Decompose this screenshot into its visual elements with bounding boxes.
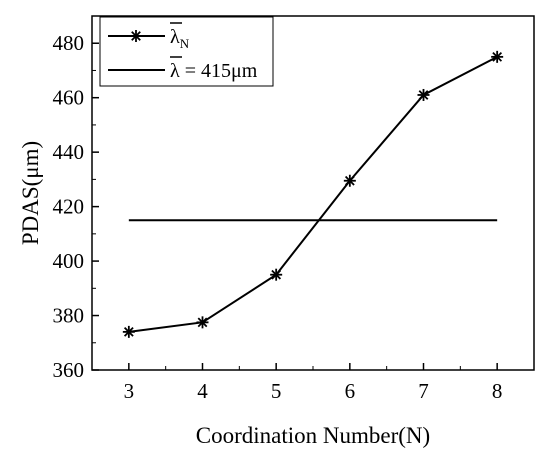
x-tick-label: 4	[197, 379, 208, 403]
x-tick-label: 6	[345, 379, 356, 403]
y-tick-label: 440	[53, 140, 85, 164]
data-point-marker	[196, 316, 209, 329]
x-axis-label: Coordination Number(N)	[196, 423, 430, 448]
legend-lambda-avg-symbol: λ	[170, 60, 180, 82]
legend-lambda-avg-value: = 415μm	[180, 60, 258, 82]
x-tick-label: 7	[418, 379, 429, 403]
legend-label-lambda-avg: λ = 415μm	[170, 60, 258, 82]
axis-ticks: 3 4 5 6 7 8 360 380 400 420 440 460 480	[53, 31, 503, 403]
y-tick-label: 380	[53, 304, 85, 328]
legend-asterisk	[130, 30, 142, 42]
data-point-marker	[491, 50, 504, 63]
y-tick-label: 480	[53, 31, 85, 55]
data-point-marker	[343, 174, 356, 187]
y-axis-label: PDAS(μm)	[18, 141, 43, 245]
data-point-marker	[122, 325, 135, 338]
series-markers	[122, 50, 504, 338]
x-tick-label: 5	[271, 379, 282, 403]
legend-marker-asterisk	[130, 30, 142, 42]
data-point-marker	[270, 268, 283, 281]
legend-box	[99, 16, 274, 87]
y-tick-label: 460	[53, 86, 85, 110]
legend-label-lambda-n: λN	[170, 26, 190, 51]
y-tick-label: 420	[53, 195, 85, 219]
x-tick-label: 3	[124, 379, 135, 403]
y-tick-label: 360	[53, 358, 85, 382]
legend: λN λ = 415μm	[99, 16, 274, 87]
y-tick-label: 400	[53, 249, 85, 273]
legend-subscript: N	[180, 36, 190, 51]
data-point-marker	[417, 88, 430, 101]
x-tick-label: 8	[492, 379, 503, 403]
series-line-0	[128, 55, 498, 333]
legend-lambda-symbol: λ	[170, 26, 180, 48]
series-lines	[128, 55, 498, 333]
